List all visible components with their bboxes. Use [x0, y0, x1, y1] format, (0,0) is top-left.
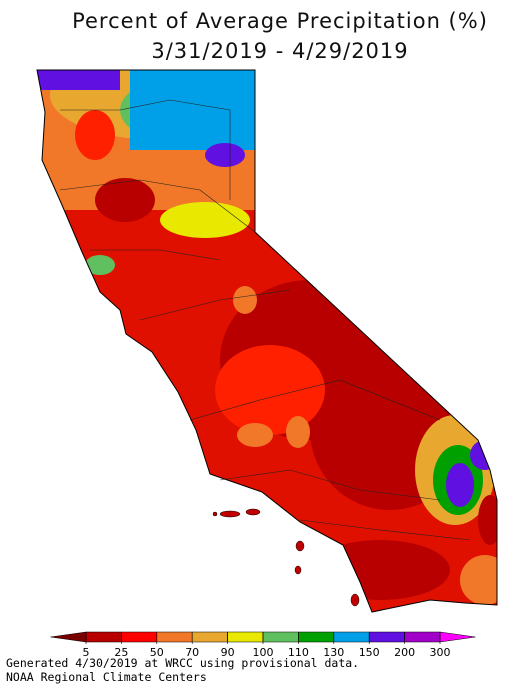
- legend-tick-label: 200: [394, 646, 415, 659]
- footer-text: Generated 4/30/2019 at WRCC using provis…: [6, 656, 359, 670]
- legend-tick-label: 90: [221, 646, 235, 659]
- legend-tick-label: 130: [323, 646, 344, 659]
- islands: [212, 508, 360, 607]
- legend-tick-label: 50: [150, 646, 164, 659]
- legend-arrow: [50, 631, 87, 643]
- legend-swatch: [121, 631, 158, 643]
- legend-tick-label: 25: [114, 646, 128, 659]
- legend-tick-label: 100: [253, 646, 274, 659]
- legend-swatch: [262, 631, 299, 643]
- legend-swatch: [368, 631, 405, 643]
- state-outline: [36, 69, 498, 613]
- legend-tick-label: 70: [185, 646, 199, 659]
- legend-swatch: [227, 631, 264, 643]
- legend: 5 25 50 70 90 100 110 130 150 200 300: [50, 631, 476, 659]
- legend-swatch: [156, 631, 193, 643]
- legend-arrow: [439, 631, 476, 643]
- legend-swatch: [404, 631, 441, 643]
- legend-swatch: [298, 631, 335, 643]
- map-subtitle: 3/31/2019 - 4/29/2019: [151, 39, 408, 63]
- legend-tick-label: 5: [83, 646, 90, 659]
- footer-text: NOAA Regional Climate Centers: [6, 670, 207, 684]
- legend-swatch: [333, 631, 370, 643]
- legend-swatch: [191, 631, 228, 643]
- legend-tick-label: 300: [430, 646, 451, 659]
- legend-tick-label: 110: [288, 646, 309, 659]
- precip-map: [37, 70, 497, 612]
- legend-swatch: [85, 631, 122, 643]
- county-lines: [59, 99, 471, 541]
- map-title: Percent of Average Precipitation (%): [72, 9, 488, 33]
- legend-tick-label: 150: [359, 646, 380, 659]
